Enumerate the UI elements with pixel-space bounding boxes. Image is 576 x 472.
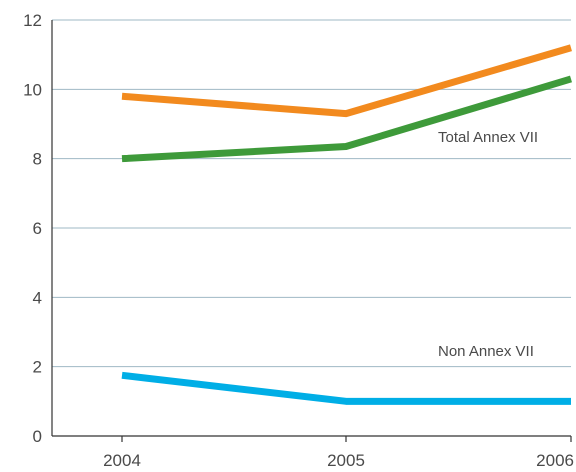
labels: 0 2 4 6 8 10 12 2004 2005 2006 Total Annex VII Non … [23, 11, 574, 470]
series-line-1 [121, 75, 573, 163]
annotation-label: Non Annex VII [438, 343, 534, 360]
y-tick-label: 10 [23, 80, 42, 99]
y-tick-label: 8 [33, 150, 42, 169]
y-tick-label: 12 [23, 11, 42, 30]
axes [51, 20, 572, 442]
x-tick-label: 2004 [103, 451, 141, 470]
annotation-label: Total Annex VII [438, 129, 538, 146]
series-line-0 [121, 44, 572, 118]
y-tick-label: 6 [33, 219, 42, 238]
y-tick-label: 4 [33, 288, 42, 307]
series [121, 44, 573, 405]
x-tick-label: 2006 [536, 451, 574, 470]
series-line-2 [121, 371, 571, 405]
y-tick-label: 2 [33, 358, 42, 377]
y-tick-label: 0 [33, 427, 42, 446]
x-tick-label: 2005 [327, 451, 365, 470]
